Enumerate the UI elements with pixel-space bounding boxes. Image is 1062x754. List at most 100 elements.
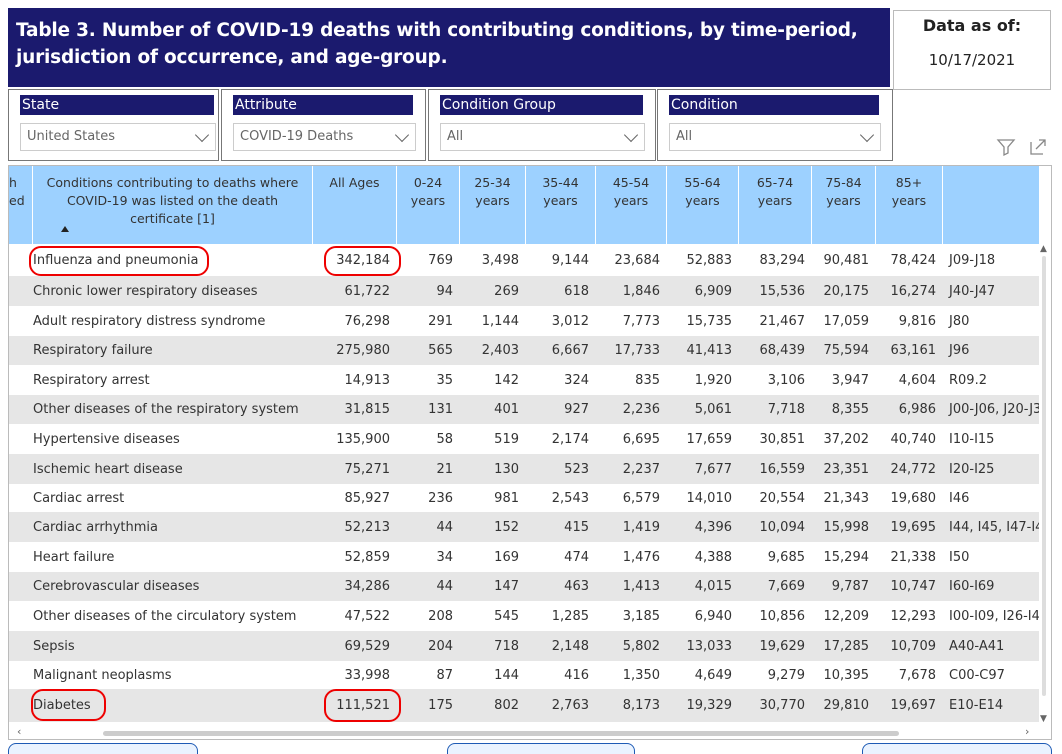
scroll-up-icon[interactable]: ▲: [1040, 244, 1047, 254]
cell-all-ages: 76,298: [344, 313, 391, 329]
cell-all-ages: 342,184: [336, 252, 390, 268]
header-cell-55-64[interactable]: 55-64 years: [667, 166, 739, 244]
header-cell-75-84[interactable]: 75-84 years: [812, 166, 876, 244]
cell-all-ages: 69,529: [344, 638, 391, 654]
state-dropdown[interactable]: United States: [20, 123, 216, 151]
table-row[interactable]: Heart failure 52,859 34 169 474 1,476 4,388 9,6…: [9, 542, 1039, 572]
header-cell-truncated[interactable]: h ed: [9, 166, 33, 244]
header-cell-0-24[interactable]: 0-24 years: [397, 166, 460, 244]
cell-age-75-84: 17,059: [823, 313, 870, 329]
condition-dropdown[interactable]: All: [669, 123, 881, 151]
cell-age-0-24: 208: [428, 608, 453, 624]
cell-age-25-34: 718: [494, 638, 519, 654]
cell-condition: Other diseases of the circulatory system: [33, 608, 297, 624]
cell-age-25-34: 169: [494, 549, 519, 565]
header-cell-35-44[interactable]: 35-44 years: [526, 166, 596, 244]
cell-age-35-44: 415: [564, 519, 589, 535]
cell-age-0-24: 87: [436, 667, 453, 683]
header-cell-85-plus[interactable]: 85+ years: [876, 166, 943, 244]
scroll-down-icon[interactable]: ▼: [1040, 714, 1047, 724]
cell-age-45-54: 2,236: [622, 402, 660, 417]
table-row[interactable]: Sepsis 69,529 204 718 2,148 5,802 13,033 19,629…: [9, 631, 1039, 661]
scroll-right-icon[interactable]: ›: [1025, 725, 1030, 738]
scroll-left-icon[interactable]: ‹: [17, 725, 22, 738]
cell-all-ages: 135,900: [336, 431, 390, 447]
cell-all-ages: 52,859: [344, 549, 391, 565]
table-row[interactable]: Respiratory failure 275,980 565 2,403 6,667 1…: [9, 336, 1039, 365]
table-row[interactable]: Cerebrovascular diseases 34,286 44 147 463 1,…: [9, 572, 1039, 601]
cell-all-ages: 85,927: [344, 490, 391, 506]
chevron-down-icon: [623, 127, 639, 143]
cell-age-85-plus: 21,338: [890, 549, 937, 565]
cell-age-85-plus: 12,293: [890, 608, 937, 624]
cell-age-0-24: 236: [428, 490, 453, 506]
cell-age-35-44: 2,174: [551, 431, 589, 447]
header-cell-icd-code[interactable]: [943, 166, 1039, 244]
header-cell-45-54[interactable]: 45-54 years: [596, 166, 667, 244]
cell-age-0-24: 94: [436, 283, 453, 299]
cell-age-75-84: 20,175: [823, 283, 870, 299]
page-button[interactable]: [862, 743, 1052, 754]
cell-age-65-74: 68,439: [759, 343, 806, 358]
page-button[interactable]: [8, 743, 198, 754]
table-row[interactable]: Other diseases of the respiratory system…: [9, 395, 1039, 424]
table-row[interactable]: Adult respiratory distress syndrome 76,29…: [9, 306, 1039, 336]
attribute-dropdown-value: COVID-19 Deaths: [240, 129, 354, 144]
cell-age-85-plus: 24,772: [890, 461, 937, 477]
cell-age-55-64: 17,659: [686, 431, 733, 447]
table-row[interactable]: Influenza and pneumonia 342,184 769 3,498 9,…: [9, 244, 1039, 276]
cell-age-0-24: 175: [428, 698, 453, 713]
cell-age-25-34: 802: [494, 698, 519, 713]
header-cell-condition[interactable]: Conditions contributing to deaths where …: [33, 166, 313, 244]
cell-all-ages: 47,522: [344, 608, 391, 624]
cell-age-65-74: 7,718: [767, 402, 805, 417]
cell-icd-code: I44, I45, I47-I49: [949, 519, 1039, 535]
cell-condition: Adult respiratory distress syndrome: [33, 313, 266, 329]
cell-age-45-54: 7,773: [622, 313, 660, 329]
cell-age-75-84: 37,202: [823, 431, 870, 447]
cell-age-35-44: 463: [564, 579, 589, 594]
cell-age-45-54: 1,476: [622, 549, 660, 565]
condition-dropdown-value: All: [676, 129, 693, 144]
header-cell-all-ages[interactable]: All Ages: [313, 166, 397, 244]
cell-age-65-74: 30,851: [759, 431, 806, 447]
data-as-of-label: Data as of:: [922, 16, 1022, 35]
table-row[interactable]: Hypertensive diseases 135,900 58 519 2,174 6,…: [9, 424, 1039, 454]
table-row[interactable]: Diabetes 111,521 175 802 2,763 8,173 19,329 30,…: [9, 689, 1039, 722]
cell-age-45-54: 3,185: [622, 608, 660, 624]
cell-age-75-84: 21,343: [823, 490, 870, 506]
header-cell-65-74[interactable]: 65-74 years: [739, 166, 812, 244]
cell-age-65-74: 7,669: [767, 579, 805, 594]
table-row[interactable]: Other diseases of the circulatory system…: [9, 601, 1039, 631]
cell-age-55-64: 4,388: [694, 549, 732, 565]
page-button[interactable]: [447, 743, 635, 754]
cell-age-35-44: 927: [564, 402, 589, 417]
filter-icon[interactable]: [996, 137, 1016, 157]
cell-age-85-plus: 40,740: [890, 431, 937, 447]
cell-age-45-54: 5,802: [622, 638, 660, 654]
cell-age-25-34: 130: [494, 461, 519, 477]
expand-icon[interactable]: [1028, 137, 1048, 157]
cell-condition: Cerebrovascular diseases: [33, 579, 200, 594]
vertical-scrollbar[interactable]: ▲ ▼: [1039, 244, 1049, 724]
cell-icd-code: J40-J47: [949, 283, 996, 299]
cell-age-35-44: 474: [564, 549, 589, 565]
condition-slicer: Condition All: [657, 89, 893, 161]
header-cell-25-34[interactable]: 25-34 years: [460, 166, 526, 244]
vertical-scrollbar-thumb[interactable]: [1042, 256, 1046, 696]
table-row[interactable]: Chronic lower respiratory diseases 61,722…: [9, 276, 1039, 306]
condition-group-dropdown[interactable]: All: [440, 123, 645, 151]
condition-slicer-header: Condition: [669, 95, 879, 115]
table-row[interactable]: Respiratory arrest 14,913 35 142 324 835 1,920…: [9, 365, 1039, 395]
cell-condition: Hypertensive diseases: [33, 431, 180, 447]
table-row[interactable]: Cardiac arrest 85,927 236 981 2,543 6,579 14,0…: [9, 484, 1039, 512]
cell-age-25-34: 2,403: [481, 343, 519, 358]
table-row[interactable]: Malignant neoplasms 33,998 87 144 416 1,350 4,…: [9, 661, 1039, 689]
attribute-slicer-header: Attribute: [233, 95, 413, 115]
horizontal-scrollbar[interactable]: ‹ ›: [9, 725, 1039, 739]
table-row[interactable]: Ischemic heart disease 75,271 21 130 523 2,23…: [9, 454, 1039, 484]
horizontal-scrollbar-thumb[interactable]: [103, 731, 899, 736]
cell-condition: Sepsis: [33, 638, 75, 654]
table-row[interactable]: Cardiac arrhythmia 52,213 44 152 415 1,419 4,3…: [9, 512, 1039, 542]
attribute-dropdown[interactable]: COVID-19 Deaths: [233, 123, 416, 151]
